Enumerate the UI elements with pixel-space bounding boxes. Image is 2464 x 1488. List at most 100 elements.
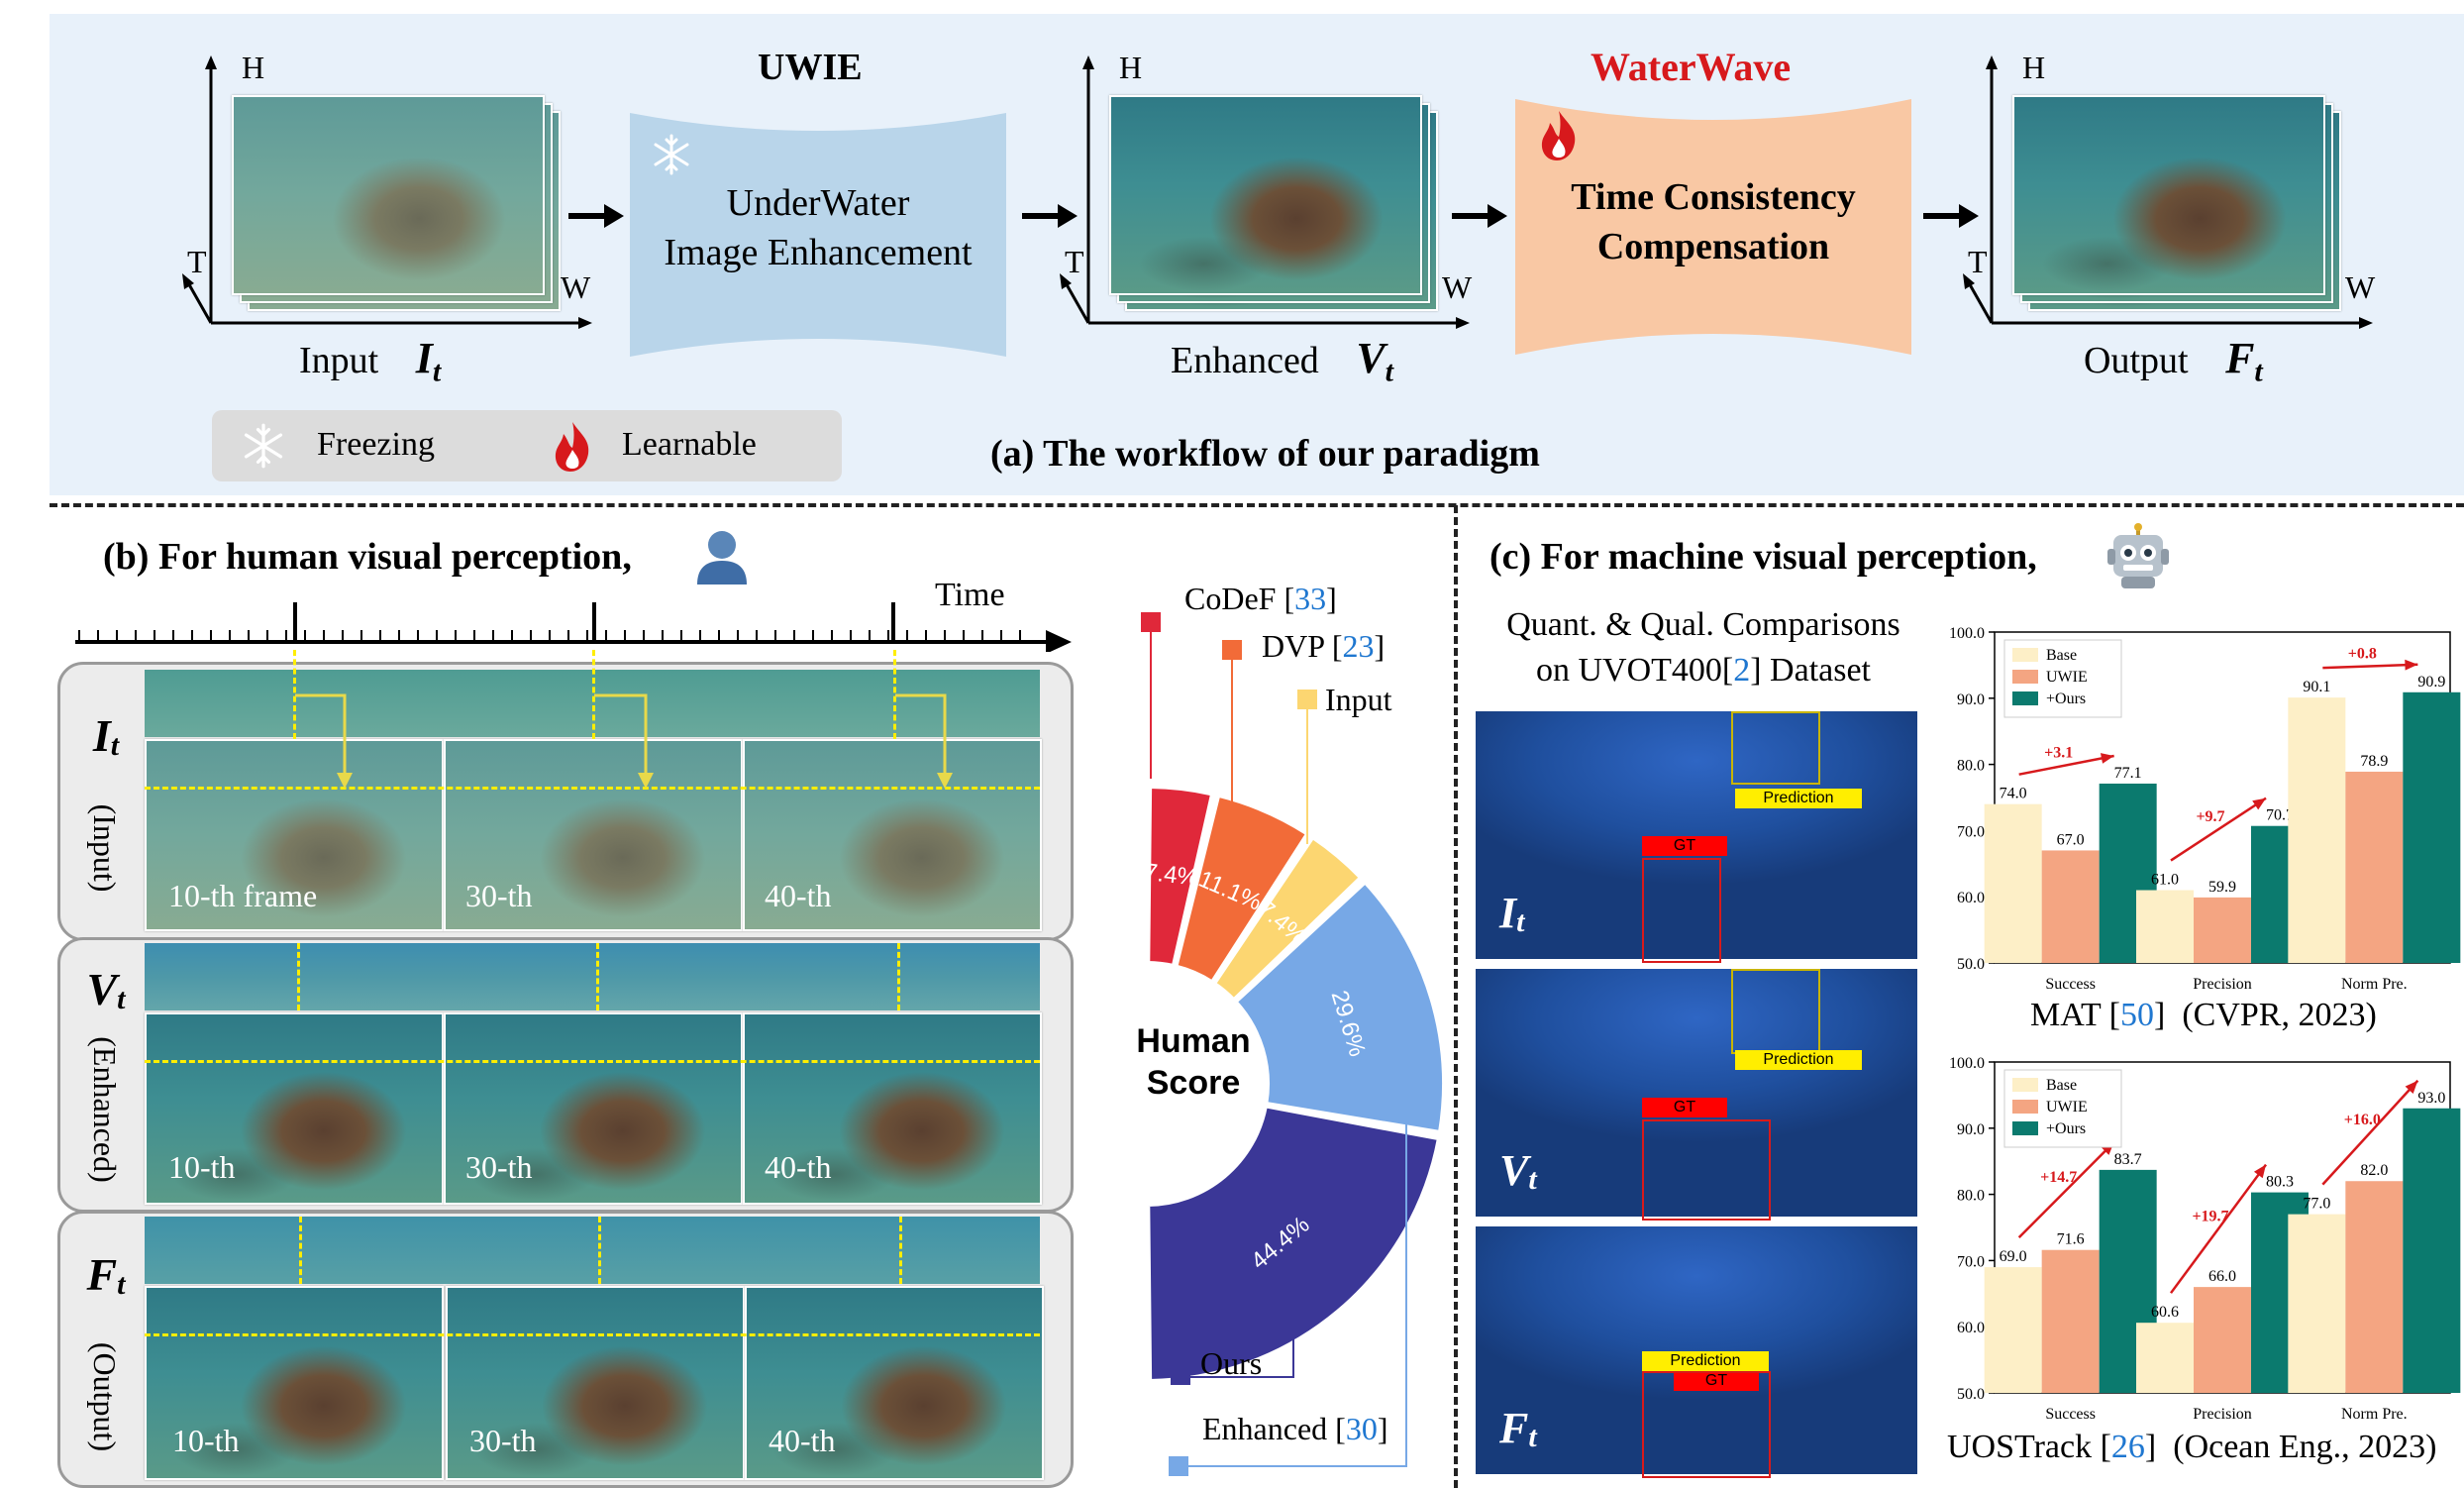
enhanced-temporal-strip bbox=[145, 943, 1040, 1010]
uostrack-venue: (Ocean Eng., 2023) bbox=[2173, 1429, 2437, 1465]
donut-label-codef: 7.4% bbox=[1143, 859, 1199, 892]
gt-box bbox=[1642, 1119, 1771, 1221]
snowflake-icon bbox=[654, 134, 689, 175]
legend-swatch bbox=[2012, 1121, 2038, 1135]
row-input-desc: (Input) bbox=[87, 803, 123, 893]
row-output-hline bbox=[145, 1333, 1040, 1336]
enh-sync-line-10 bbox=[297, 943, 300, 1010]
legend-dvp-ref: 23 bbox=[1342, 628, 1375, 664]
output-axis-w-label: W bbox=[2345, 269, 2376, 305]
output-symbol-sub: t bbox=[2254, 355, 2263, 388]
bar-base bbox=[2288, 1214, 2346, 1393]
track-symbol-input: It bbox=[1499, 888, 1524, 939]
x-tick-label: Success bbox=[2045, 976, 2096, 993]
legend-ours-swatch bbox=[1171, 1365, 1190, 1385]
gt-box bbox=[1642, 1371, 1771, 1478]
input-frame-10-label: 10-th frame bbox=[168, 878, 318, 913]
arrow-right-icon bbox=[1452, 204, 1507, 228]
bar-base bbox=[2288, 697, 2346, 963]
legend-swatch bbox=[2012, 691, 2038, 705]
waterwave-desc: Time Consistency Compensation bbox=[1515, 172, 1911, 271]
enhanced-symbol-sub: t bbox=[1385, 355, 1394, 388]
out-sync-line-40 bbox=[899, 1217, 902, 1284]
waterwave-title: WaterWave bbox=[1591, 45, 1792, 89]
input-label: Input It bbox=[299, 333, 441, 389]
frame-select-arrows bbox=[295, 693, 953, 789]
y-tick-label: 100.0 bbox=[1949, 1055, 1985, 1072]
enhanced-frame-40 bbox=[743, 1012, 1042, 1205]
uwie-title: UWIE bbox=[758, 47, 863, 88]
enhanced-symbol: V bbox=[1356, 334, 1386, 382]
x-tick-label: Norm Pre. bbox=[2341, 976, 2408, 993]
arrow-right-icon bbox=[1022, 204, 1078, 228]
input-frame-1 bbox=[232, 95, 545, 295]
row-output-symbol: Ft bbox=[61, 1248, 151, 1302]
gain-label: +16.0 bbox=[2344, 1112, 2381, 1128]
y-tick-label: 90.0 bbox=[1957, 1121, 1985, 1138]
legend-input-swatch bbox=[1297, 690, 1317, 709]
bar-value-label: 77.0 bbox=[2303, 1196, 2330, 1213]
y-tick-label: 70.0 bbox=[1957, 823, 1985, 840]
enhanced-label-text: Enhanced bbox=[1171, 340, 1319, 381]
human-score-chart: 7.4%11.1%7.4%29.6%44.4% bbox=[1141, 612, 1446, 1476]
legend-dvp-name: DVP bbox=[1262, 628, 1324, 664]
bar-base bbox=[2136, 1323, 2194, 1393]
snowflake-icon bbox=[244, 423, 283, 469]
legend-codef-swatch bbox=[1141, 612, 1161, 632]
person-icon bbox=[697, 531, 747, 585]
uwie-line1: UnderWater bbox=[726, 182, 910, 224]
gain-label: +0.8 bbox=[2348, 645, 2377, 662]
legend-codef-name: CoDeF bbox=[1184, 581, 1277, 616]
bar-value-label: 67.0 bbox=[2057, 831, 2085, 848]
donut-slice-input bbox=[1211, 834, 1364, 1004]
legend-freezing: Freezing bbox=[317, 426, 435, 463]
out-sync-line-30 bbox=[598, 1217, 601, 1284]
bar-value-label: 78.9 bbox=[2360, 753, 2388, 770]
workflow-legend: Freezing Learnable bbox=[212, 410, 842, 481]
gain-label: +9.7 bbox=[2196, 808, 2224, 825]
bar-value-label: 90.1 bbox=[2303, 679, 2330, 695]
bar-uwie bbox=[2194, 897, 2251, 963]
track-symbol-input-text: I bbox=[1499, 889, 1517, 937]
bar-value-label: 59.9 bbox=[2208, 879, 2236, 896]
prediction-box bbox=[1731, 969, 1820, 1054]
gain-arrowhead bbox=[2252, 797, 2266, 810]
x-tick-label: Success bbox=[2045, 1406, 2096, 1423]
row-enhanced-symbol-sub: t bbox=[117, 983, 126, 1016]
legend-codef-ref: 33 bbox=[1294, 581, 1327, 616]
output-axes bbox=[1963, 55, 2373, 329]
enhanced-frame-40-label: 40-th bbox=[765, 1149, 832, 1185]
enhanced-video-stack bbox=[1056, 55, 1482, 353]
bar-plus-ours bbox=[2403, 1108, 2461, 1393]
sync-line-10 bbox=[293, 650, 296, 739]
uwie-block bbox=[630, 113, 1006, 357]
y-tick-label: 90.0 bbox=[1957, 691, 1985, 708]
legend-label: +Ours bbox=[2046, 1120, 2086, 1137]
track-symbol-input-sub: t bbox=[1516, 905, 1525, 939]
legend-label: Base bbox=[2046, 647, 2077, 664]
row-enhanced-hline bbox=[145, 1060, 1040, 1063]
x-tick-label: Precision bbox=[2193, 1406, 2252, 1423]
bar-plus-ours bbox=[2403, 691, 2461, 963]
input-symbol-sub: t bbox=[432, 355, 442, 388]
input-frame-10 bbox=[145, 739, 444, 931]
gain-label: +14.7 bbox=[2040, 1169, 2077, 1186]
bar-uwie bbox=[2194, 1287, 2251, 1393]
legend-label: UWIE bbox=[2046, 669, 2088, 686]
output-frame-40 bbox=[745, 1286, 1044, 1480]
output-frame-30 bbox=[446, 1286, 745, 1480]
bar-value-label: 61.0 bbox=[2151, 872, 2179, 889]
track-symbol-enhanced: Vt bbox=[1499, 1145, 1537, 1197]
gain-arrow bbox=[2322, 663, 2418, 670]
gain-label: +19.7 bbox=[2192, 1208, 2228, 1224]
bar-uwie bbox=[2041, 1249, 2100, 1393]
donut-slice-enhanced bbox=[1232, 879, 1446, 1135]
bar-base bbox=[2136, 890, 2194, 963]
out-sync-line-10 bbox=[299, 1217, 302, 1284]
gain-arrow bbox=[2169, 1163, 2268, 1294]
bar-value-label: 80.3 bbox=[2266, 1174, 2294, 1191]
track-symbol-output-text: F bbox=[1499, 1404, 1529, 1452]
bar-value-label: 90.9 bbox=[2417, 674, 2445, 691]
center-line2: Score bbox=[1146, 1064, 1241, 1102]
enhanced-label: Enhanced Vt bbox=[1171, 333, 1393, 389]
